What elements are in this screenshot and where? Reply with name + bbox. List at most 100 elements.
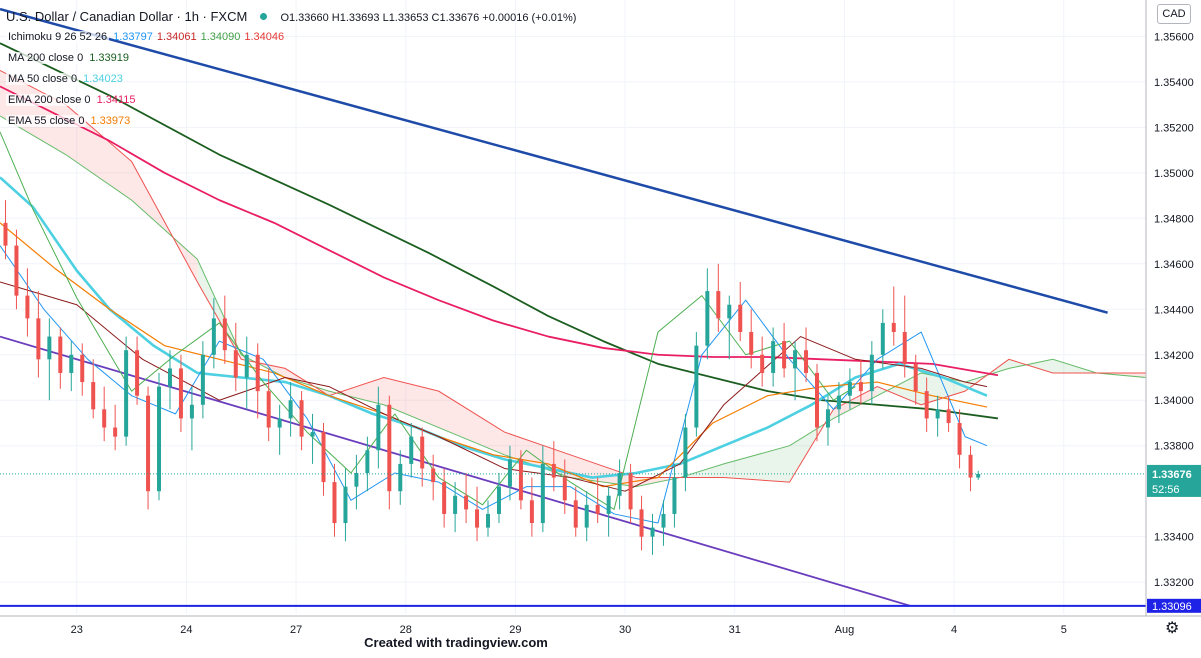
indicator-row[interactable]: MA 50 close 0 1.34023 xyxy=(6,69,576,90)
price-tick-label: 1.34800 xyxy=(1154,213,1194,225)
candle xyxy=(157,372,162,501)
candle xyxy=(321,422,326,496)
indicator-value: 1.33797 xyxy=(113,31,153,43)
candle xyxy=(782,322,787,378)
indicator-line xyxy=(0,131,856,510)
last-price-badge xyxy=(1147,464,1201,497)
time-axis[interactable]: 23 24 27 28 29 30 31 Aug 4 5 xyxy=(0,615,1201,658)
candle-body xyxy=(595,504,600,514)
price-axis[interactable]: 1.35600 1.35400 1.35200 1.35000 1.34800 1.346… xyxy=(1145,0,1201,658)
candle-body xyxy=(771,341,776,373)
candle xyxy=(869,341,874,405)
candle xyxy=(409,422,414,478)
candle-body xyxy=(902,332,907,364)
time-tick-label: 28 xyxy=(400,624,412,636)
candle-body xyxy=(167,368,172,387)
candle xyxy=(124,336,129,446)
candle-body xyxy=(409,436,414,464)
price-tick-label: 1.34600 xyxy=(1154,259,1194,271)
candle xyxy=(760,336,765,387)
price-tick-label: 1.35600 xyxy=(1154,31,1194,43)
candle xyxy=(222,295,227,364)
price-tick-label: 1.35000 xyxy=(1154,168,1194,180)
candle-body xyxy=(299,400,304,437)
price-tick-label: 1.33200 xyxy=(1154,577,1194,589)
candle-body xyxy=(825,409,830,428)
candle-body xyxy=(365,450,370,474)
indicator-value: 1.34023 xyxy=(83,73,123,85)
candle xyxy=(507,445,512,501)
candle-body xyxy=(58,336,63,373)
candle xyxy=(365,436,370,492)
candle xyxy=(299,391,304,451)
candle-body xyxy=(80,354,85,383)
price-tick-label: 1.34000 xyxy=(1154,395,1194,407)
candle-body xyxy=(694,345,699,428)
candle-body xyxy=(793,350,798,369)
candle xyxy=(976,470,981,480)
cloud-segment xyxy=(383,377,439,428)
candle-body xyxy=(486,513,491,528)
time-tick-label: Aug xyxy=(835,624,855,636)
candle xyxy=(518,450,523,510)
candle xyxy=(902,295,907,378)
indicator-value: 1.34061 xyxy=(156,31,197,43)
candle xyxy=(453,482,458,533)
candle-body xyxy=(716,291,721,319)
candle-body xyxy=(760,354,765,373)
time-tick-label: 24 xyxy=(180,624,192,636)
price-tick-label: 1.35200 xyxy=(1154,122,1194,134)
currency-badge[interactable]: CAD xyxy=(1157,4,1191,24)
indicator-row[interactable]: Ichimoku 9 26 52 26 1.33797 1.34061 1.34090… xyxy=(6,27,576,48)
indicator-row[interactable]: MA 200 close 0 1.33919 xyxy=(6,48,576,69)
candle xyxy=(146,386,151,510)
candle xyxy=(793,341,798,401)
indicator-row[interactable]: EMA 200 close 0 1.34115 xyxy=(6,90,576,111)
candle-body xyxy=(277,418,282,428)
time-tick-label: 29 xyxy=(509,624,521,636)
time-axis-bg xyxy=(0,616,1146,658)
candle xyxy=(913,354,918,405)
candle xyxy=(14,229,19,310)
candle xyxy=(836,382,841,423)
candle xyxy=(562,459,567,514)
candle-body xyxy=(496,486,501,514)
candle xyxy=(3,200,8,260)
candle xyxy=(255,343,260,419)
candle-body xyxy=(507,459,512,487)
time-tick-label: 27 xyxy=(290,624,302,636)
candle-body xyxy=(650,527,655,537)
candle-body xyxy=(913,363,918,392)
candle xyxy=(113,404,118,451)
candle-body xyxy=(475,509,480,528)
candle-body xyxy=(540,463,545,524)
candle-body xyxy=(749,332,754,355)
trendlines xyxy=(0,7,1108,607)
indicator-label: MA 50 close 0 xyxy=(6,73,80,85)
candle xyxy=(815,363,820,442)
candle xyxy=(891,286,896,346)
ohlc-values: O1.33660 H1.33693 L1.33653 C1.33676 +0.0… xyxy=(280,12,577,24)
candle-body xyxy=(946,409,951,423)
indicator-value: 1.34046 xyxy=(244,31,285,43)
candle xyxy=(825,395,830,446)
indicator-value: 1.34090 xyxy=(200,31,241,43)
candle-body xyxy=(91,382,96,410)
candle xyxy=(69,341,74,392)
cloud-segment xyxy=(438,391,505,455)
candle xyxy=(847,368,852,410)
candle-body xyxy=(321,432,326,483)
candle xyxy=(233,322,238,392)
trendline xyxy=(0,7,1108,314)
indicator-line xyxy=(0,281,988,492)
candle-body xyxy=(157,386,162,492)
candle-body xyxy=(420,436,425,469)
candle-body xyxy=(836,395,841,410)
gear-icon[interactable]: ⚙ xyxy=(1165,620,1180,637)
indicator-row[interactable]: EMA 55 close 0 1.33973 xyxy=(6,111,576,132)
symbol-title[interactable]: U.S. Dollar / Canadian Dollar · 1h · FXC… xyxy=(6,9,248,24)
candle xyxy=(496,473,501,524)
candle-body xyxy=(102,409,107,428)
indicator-line xyxy=(0,85,999,377)
